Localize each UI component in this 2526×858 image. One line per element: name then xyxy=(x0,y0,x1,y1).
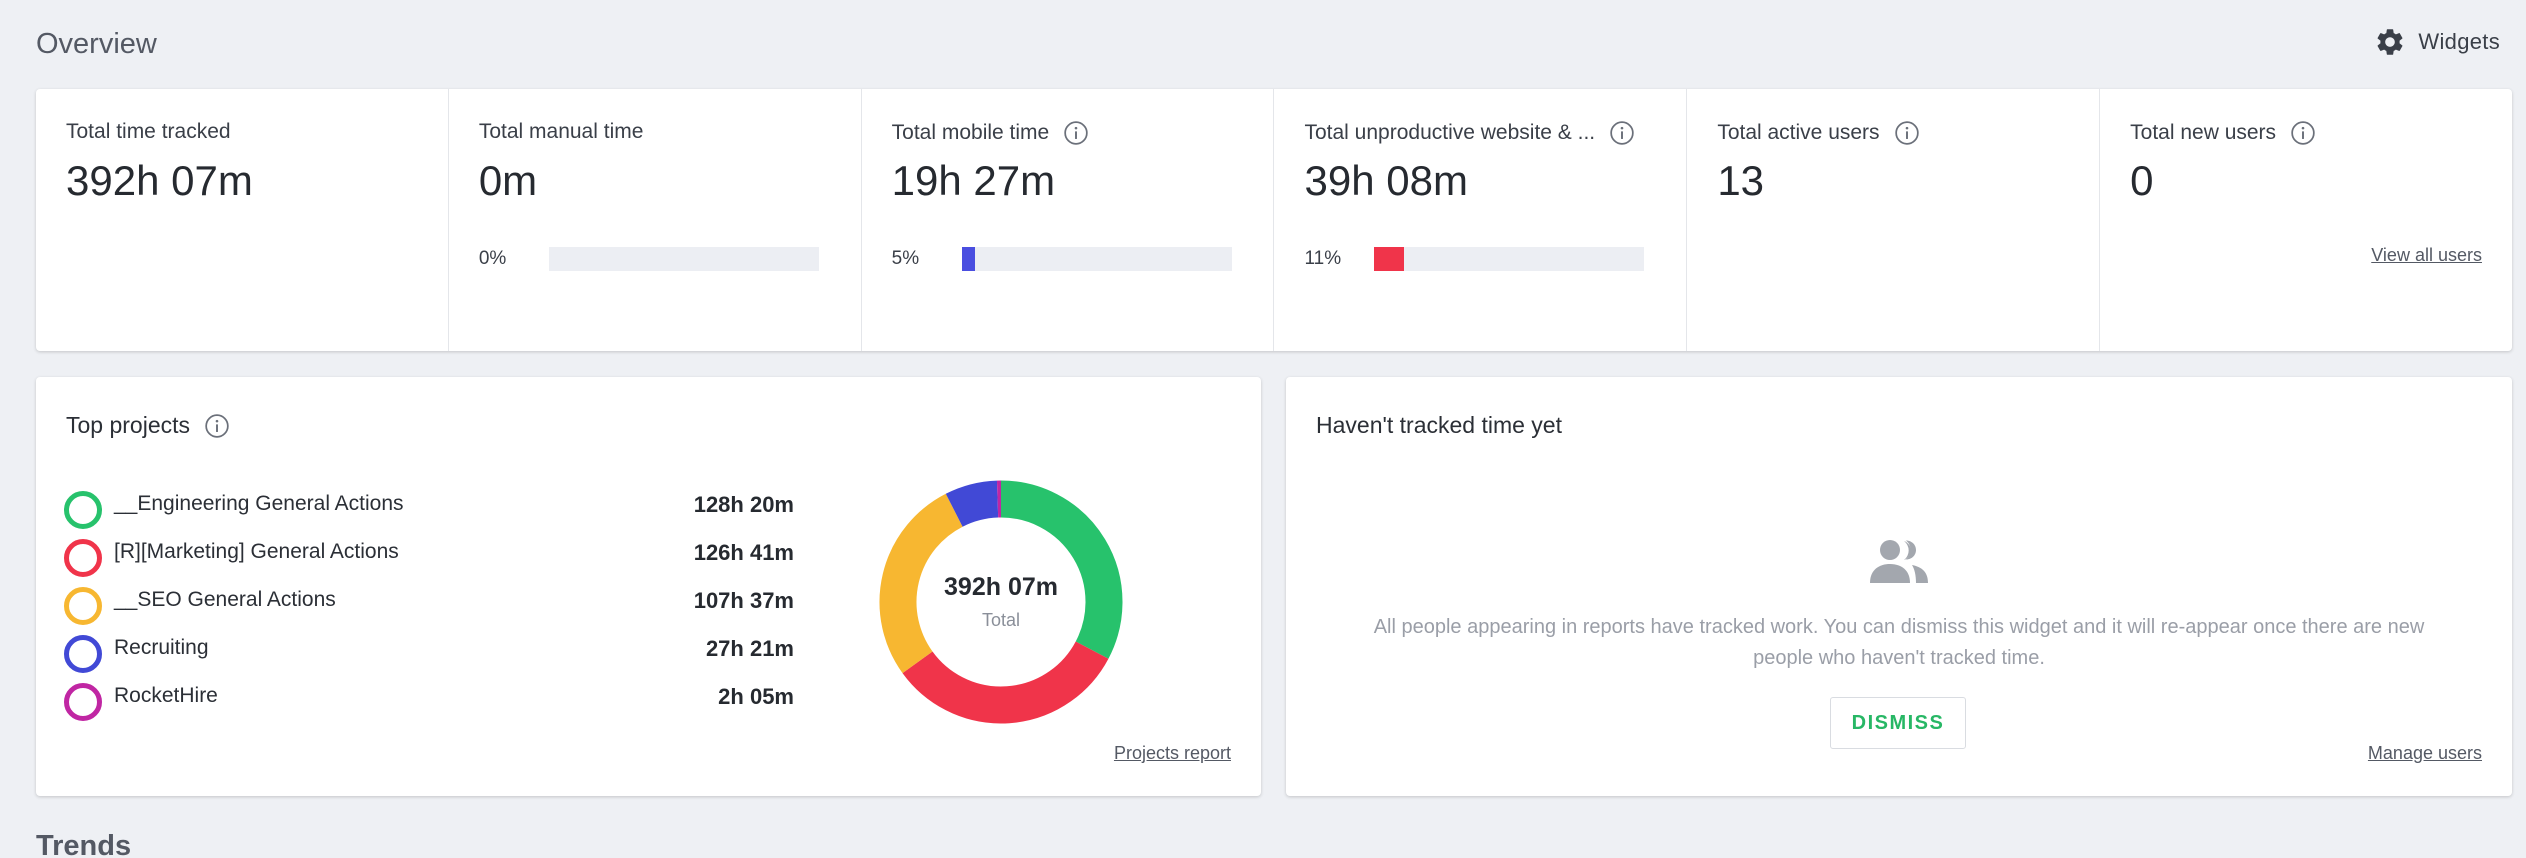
progress-percent: 0% xyxy=(478,248,507,269)
project-color-ring xyxy=(64,587,102,625)
stat-value: 392h 07m xyxy=(66,157,253,204)
projects-report-link[interactable]: Projects report xyxy=(1113,743,1231,763)
stat-active-users: Total active users 13 xyxy=(1687,89,2101,351)
project-color-ring xyxy=(64,491,102,529)
stat-value: 19h 27m xyxy=(891,157,1056,204)
project-name: RocketHire xyxy=(114,684,218,707)
info-icon[interactable] xyxy=(1609,120,1635,146)
view-all-users-link[interactable]: View all users xyxy=(2371,245,2482,265)
project-color-ring xyxy=(64,539,102,577)
stat-unproductive-time: Total unproductive website & ... 39h 08m… xyxy=(1274,89,1688,351)
project-row[interactable]: RocketHire 2h 05m xyxy=(64,679,794,727)
project-time: 126h 41m xyxy=(693,540,794,565)
project-row[interactable]: Recruiting 27h 21m xyxy=(64,631,794,679)
project-list: __Engineering General Actions 128h 20m [… xyxy=(64,487,794,727)
project-row[interactable]: [R][Marketing] General Actions 126h 41m xyxy=(64,535,794,583)
stat-label: Total manual time xyxy=(478,120,644,143)
top-projects-card: Top projects __Engineering General Actio… xyxy=(36,377,1261,796)
stat-label: Total active users xyxy=(1717,121,1880,144)
progress-track xyxy=(548,247,819,271)
progress-percent: 11% xyxy=(1304,248,1342,269)
project-color-ring xyxy=(64,683,102,721)
info-icon[interactable] xyxy=(1894,120,1920,146)
widgets-button[interactable]: Widgets xyxy=(2374,26,2500,58)
card-title: Haven't tracked time yet xyxy=(1316,412,1562,438)
stat-value: 0 xyxy=(2130,157,2154,204)
progress-fill xyxy=(1374,247,1405,271)
info-icon[interactable] xyxy=(1063,120,1089,146)
empty-message: All people appearing in reports have tra… xyxy=(1373,616,2425,669)
dismiss-button[interactable]: DISMISS xyxy=(1830,697,1966,749)
donut-slice-0[interactable] xyxy=(1000,480,1123,659)
page-header: Overview Widgets xyxy=(36,26,2500,66)
progress-bar: 11% xyxy=(1304,247,1645,271)
project-row[interactable]: __Engineering General Actions 128h 20m xyxy=(64,487,794,535)
progress-percent: 5% xyxy=(891,248,920,269)
stat-value: 0m xyxy=(478,157,538,204)
progress-bar: 5% xyxy=(892,247,1232,271)
donut-slice-3[interactable] xyxy=(945,480,999,528)
untracked-card: Haven't tracked time yet All people appe… xyxy=(1286,377,2512,796)
project-time: 2h 05m xyxy=(718,684,794,709)
stats-card: Total time tracked 392h 07m Total manual… xyxy=(36,89,2512,351)
project-name: __SEO General Actions xyxy=(114,588,336,611)
project-color-ring xyxy=(64,635,102,673)
manage-users-link[interactable]: Manage users xyxy=(2367,743,2482,763)
gear-icon xyxy=(2377,29,2403,55)
project-time: 27h 21m xyxy=(705,636,794,661)
project-row[interactable]: __SEO General Actions 107h 37m xyxy=(64,583,794,631)
progress-track xyxy=(1374,247,1645,271)
donut-slice-1[interactable] xyxy=(902,640,1109,724)
people-icon xyxy=(1870,540,1928,583)
project-name: Recruiting xyxy=(114,636,209,659)
stat-total-time: Total time tracked 392h 07m xyxy=(36,89,449,351)
page-title: Overview xyxy=(36,28,157,60)
stat-value: 39h 08m xyxy=(1304,157,1468,204)
project-name: [R][Marketing] General Actions xyxy=(114,540,399,563)
info-icon[interactable] xyxy=(2290,120,2316,146)
progress-fill xyxy=(961,247,976,271)
stat-label: Total mobile time xyxy=(891,121,1050,144)
card-title: Top projects xyxy=(66,412,191,438)
project-time: 128h 20m xyxy=(693,492,794,517)
stat-mobile-time: Total mobile time 19h 27m 5% xyxy=(862,89,1275,351)
projects-donut-chart[interactable] xyxy=(876,477,1126,727)
trends-heading: Trends xyxy=(36,830,132,858)
project-name: __Engineering General Actions xyxy=(114,492,404,515)
progress-track xyxy=(961,247,1232,271)
widgets-label: Widgets xyxy=(2418,29,2500,54)
stat-label: Total unproductive website & ... xyxy=(1304,121,1596,144)
info-icon[interactable] xyxy=(204,413,230,439)
stat-new-users: Total new users 0 View all users xyxy=(2100,89,2512,351)
stat-label: Total new users xyxy=(2130,121,2277,144)
project-time: 107h 37m xyxy=(693,588,794,613)
stat-label: Total time tracked xyxy=(66,120,231,143)
progress-bar: 0% xyxy=(479,247,819,271)
donut-slice-2[interactable] xyxy=(879,493,964,674)
stat-value: 13 xyxy=(1717,157,1765,204)
stat-manual-time: Total manual time 0m 0% xyxy=(449,89,862,351)
